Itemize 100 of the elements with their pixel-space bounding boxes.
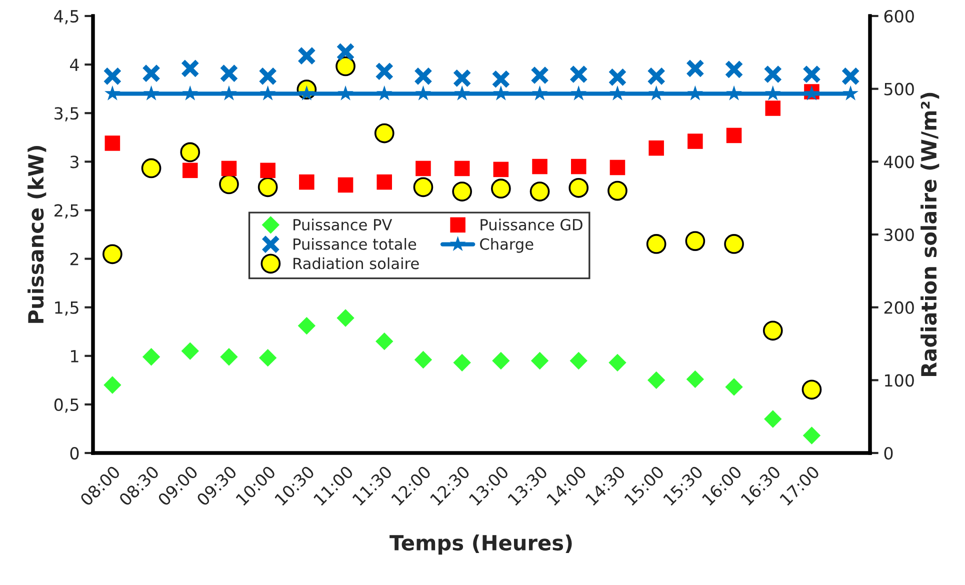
point: [764, 85, 781, 100]
point: [532, 158, 548, 174]
y-tick-label: 2,5: [54, 204, 78, 218]
point: [764, 410, 782, 428]
point: [688, 134, 703, 149]
point: [336, 42, 355, 62]
point: [142, 348, 160, 366]
point: [452, 68, 472, 88]
point: [570, 158, 586, 174]
point: [102, 244, 122, 264]
point: [648, 85, 664, 100]
point: [568, 178, 589, 198]
point: [298, 316, 316, 335]
point: [260, 162, 276, 178]
point: [374, 123, 394, 144]
legend-label: Puissance GD: [480, 218, 582, 230]
point: [375, 62, 394, 81]
legend-label: Puissance PV: [294, 218, 392, 230]
point: [299, 174, 314, 190]
y-tick-label: 4: [70, 58, 79, 71]
y2-tick-label: 500: [884, 82, 914, 96]
point: [221, 160, 237, 176]
point: [610, 85, 626, 100]
y-tick-label: 0,5: [54, 398, 78, 413]
point: [608, 354, 626, 372]
y2-tick-label: 400: [884, 156, 914, 168]
point: [258, 66, 278, 86]
point: [841, 66, 860, 86]
point: [453, 354, 471, 372]
point: [686, 370, 704, 388]
point: [764, 64, 782, 84]
point: [725, 378, 743, 396]
point: [220, 64, 238, 83]
point: [376, 85, 392, 100]
y-tick-label: 3: [70, 156, 78, 168]
point: [180, 59, 200, 78]
point: [103, 66, 122, 86]
point: [258, 348, 277, 367]
point: [686, 59, 705, 78]
point: [219, 174, 239, 194]
point: [802, 64, 822, 84]
point: [685, 231, 706, 251]
y-tick-label: 1,5: [55, 302, 78, 316]
point: [413, 177, 434, 198]
point: [414, 350, 432, 369]
point: [181, 342, 199, 360]
point: [221, 85, 237, 100]
point: [724, 234, 744, 254]
point: [338, 177, 354, 193]
point: [104, 136, 120, 151]
point: [687, 85, 704, 100]
legend-label: Puissance totale: [294, 238, 416, 250]
point: [570, 352, 588, 370]
y2-tick-label: 300: [884, 228, 914, 242]
point: [376, 174, 392, 190]
point: [646, 234, 666, 254]
point: [610, 160, 626, 176]
point: [104, 376, 122, 394]
point: [416, 160, 431, 176]
point: [414, 66, 433, 86]
y2-tick-label: 100: [885, 374, 914, 387]
y-tick-label: 1: [71, 350, 78, 362]
y2-axis-title: Radiation solaire (W/m²): [920, 92, 940, 376]
point: [765, 100, 781, 116]
legend-label: Charge: [480, 238, 534, 253]
point: [376, 332, 394, 350]
point: [570, 85, 587, 100]
point: [608, 180, 628, 201]
point: [530, 352, 549, 370]
point: [802, 380, 822, 400]
point: [530, 182, 550, 202]
point: [532, 85, 548, 100]
legend-label: Radiation solaire: [294, 257, 419, 270]
point: [608, 68, 627, 87]
point: [220, 348, 238, 366]
point: [338, 85, 354, 100]
y-tick-label: 0: [70, 446, 79, 460]
point: [415, 85, 432, 100]
y-tick-label: 2: [70, 252, 78, 266]
point: [493, 162, 509, 178]
point: [180, 142, 200, 162]
point: [726, 85, 742, 100]
point: [493, 85, 509, 100]
y2-tick-label: 600: [884, 10, 914, 23]
point: [142, 64, 161, 83]
point: [454, 160, 470, 176]
point: [646, 66, 666, 86]
point: [143, 85, 160, 100]
point: [260, 85, 276, 100]
point: [724, 60, 744, 79]
y2-tick-label: 200: [884, 301, 914, 314]
point: [530, 66, 550, 85]
point: [842, 85, 858, 100]
point: [141, 158, 162, 178]
point: [336, 56, 356, 76]
point: [726, 128, 742, 144]
y-tick-label: 4,5: [54, 10, 78, 24]
point: [454, 85, 470, 100]
x-axis-title: Temps (Heures): [390, 534, 572, 555]
point: [452, 182, 472, 202]
